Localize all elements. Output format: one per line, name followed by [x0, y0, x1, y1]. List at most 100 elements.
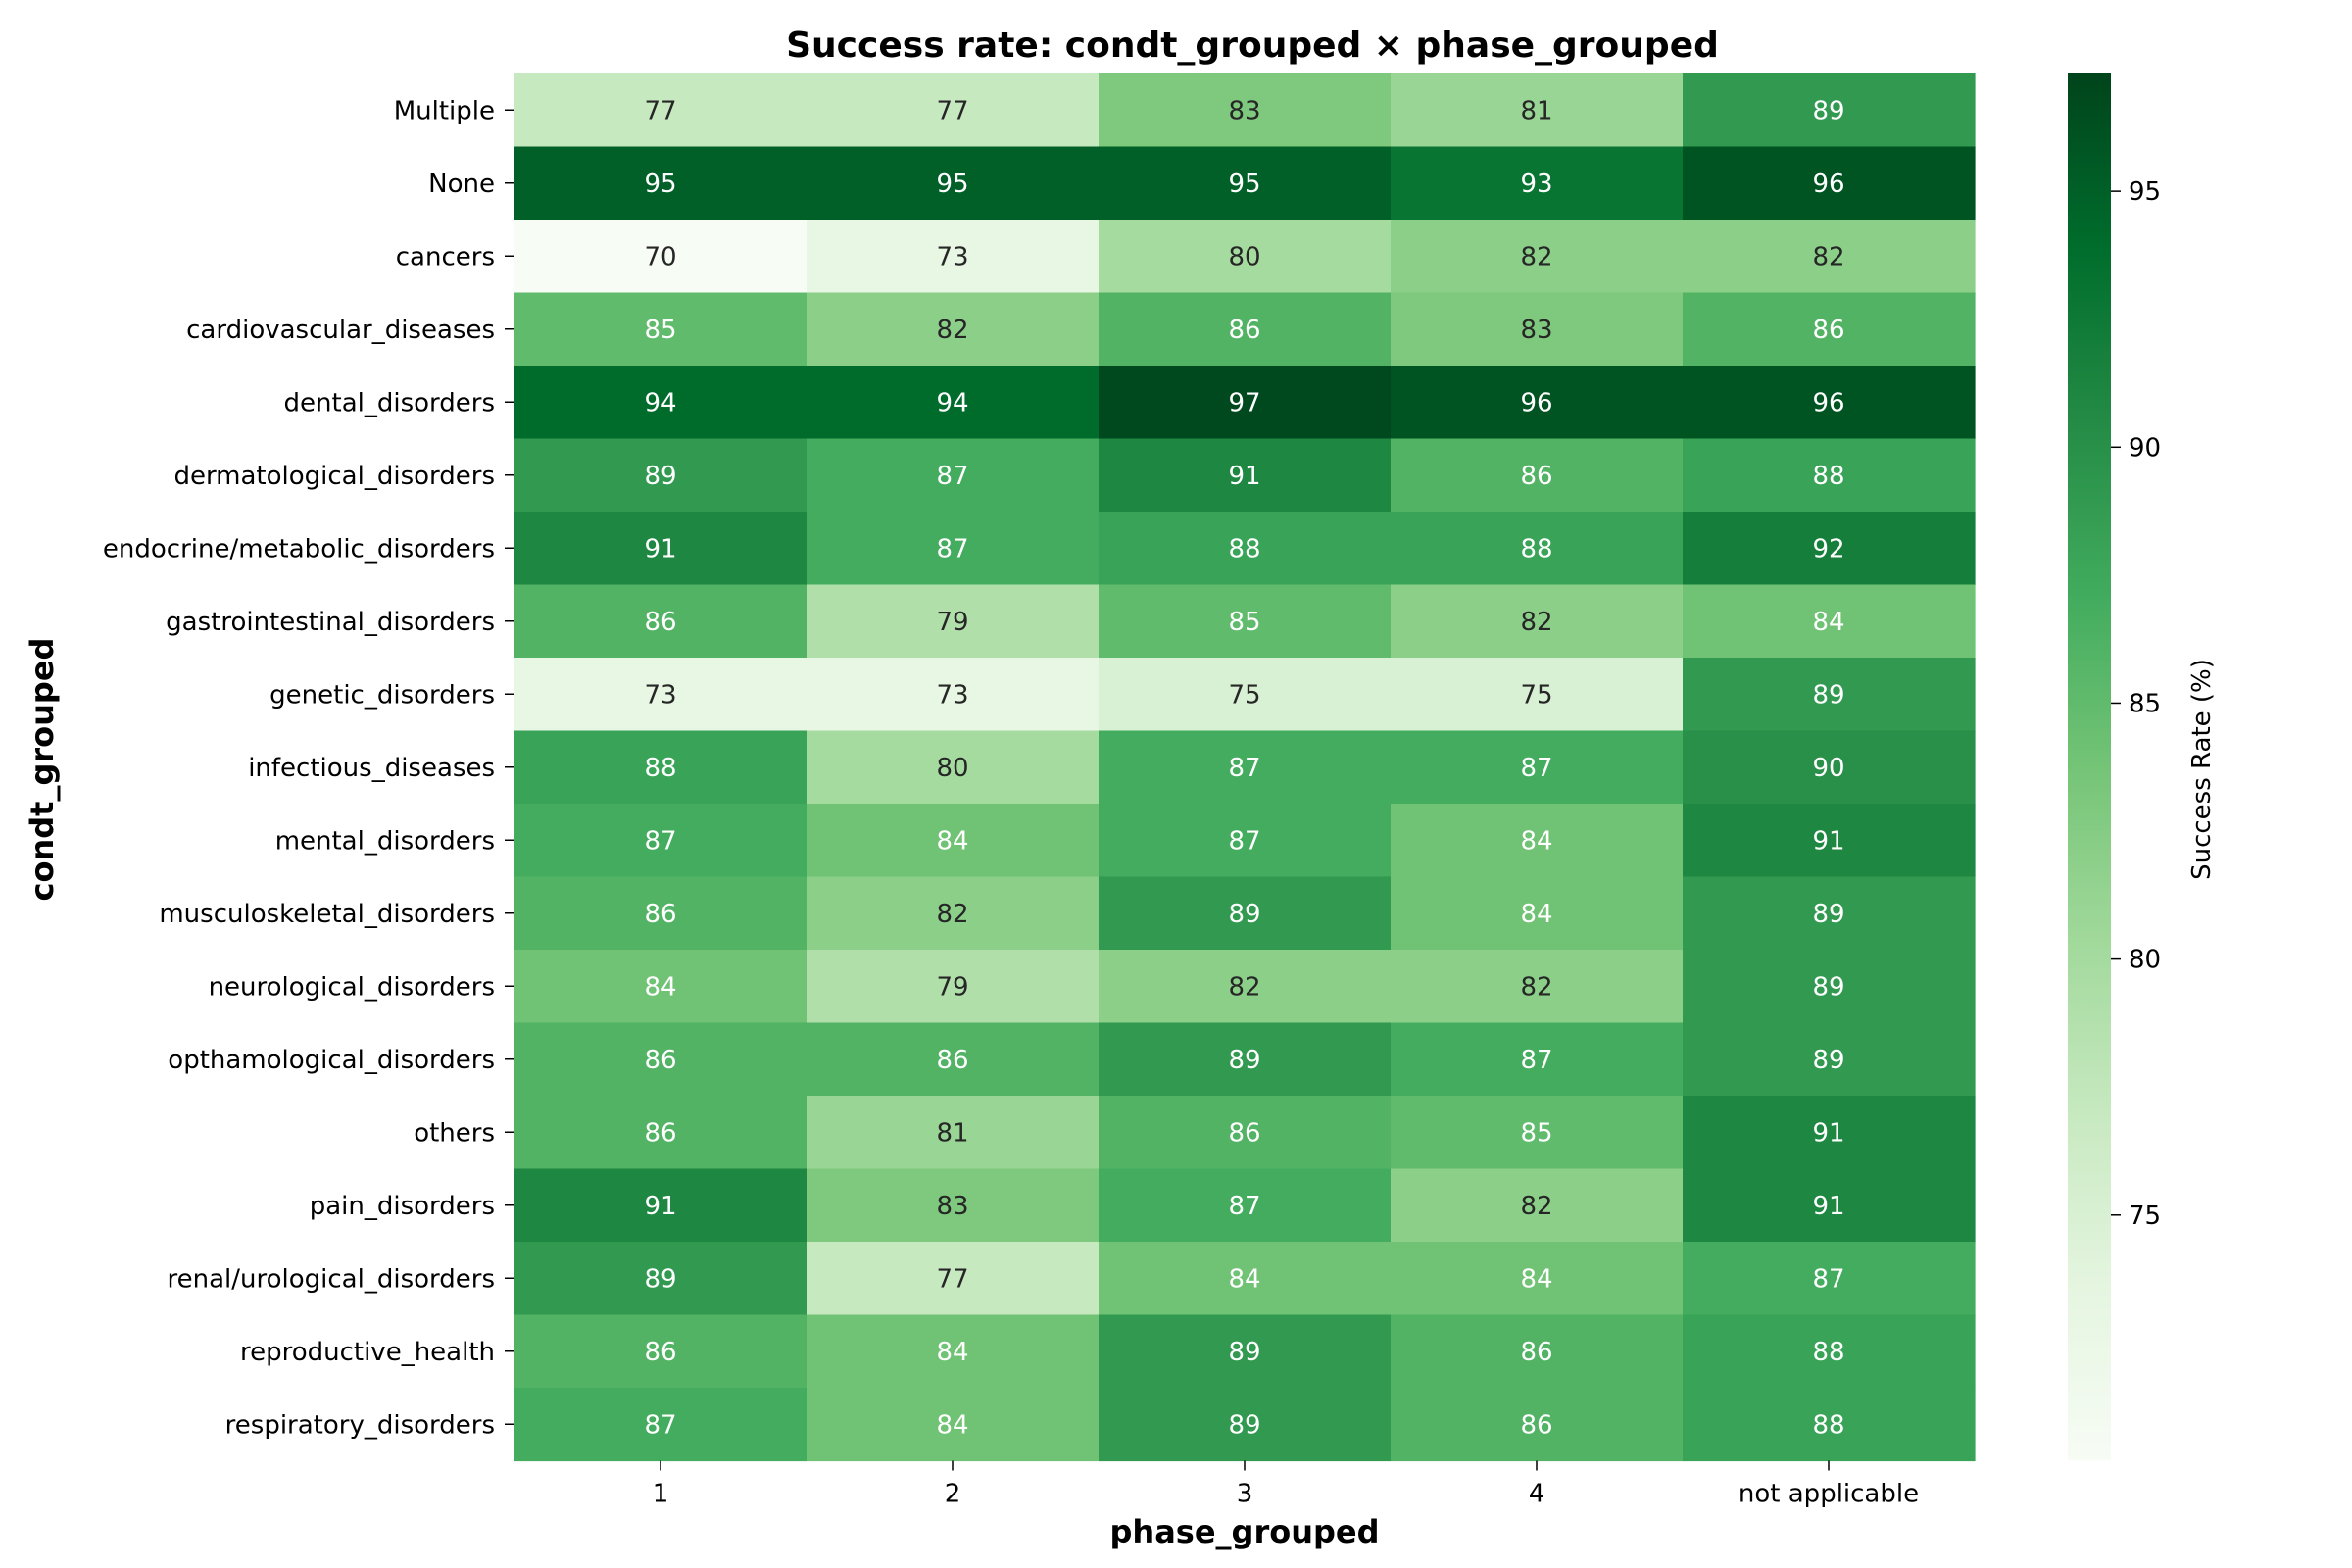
cell-value-label: 73 [936, 680, 968, 710]
heatmap-cell [807, 1096, 1100, 1170]
cell-value-label: 86 [644, 608, 676, 637]
heatmap-cell [1099, 658, 1392, 732]
cell-value-label: 89 [1228, 1410, 1260, 1440]
x-tick-label: 1 [653, 1480, 669, 1509]
y-tick-label: opthamological_disorders [168, 1046, 495, 1075]
heatmap-cell [807, 1314, 1100, 1389]
x-tick-label: 3 [1237, 1480, 1253, 1509]
heatmap-cell [807, 146, 1100, 220]
colorbar-tick-label: 80 [2129, 946, 2161, 975]
colorbar: 75 80 85 90 95 [2068, 74, 2161, 1461]
heatmap-cell [514, 1168, 808, 1243]
heatmap-cell [1099, 1314, 1392, 1389]
colorbar-tick-label: 90 [2129, 433, 2161, 463]
y-tick-label: mental_disorders [275, 826, 495, 856]
cell-value-label: 88 [1812, 1338, 1844, 1367]
cell-value-label: 82 [1520, 972, 1552, 1002]
heatmap-cell [1099, 1242, 1392, 1316]
heatmap-cell [807, 292, 1100, 367]
heatmap-cell [807, 1168, 1100, 1243]
heatmap-cell [1391, 512, 1684, 586]
cell-value-label: 95 [936, 170, 968, 199]
cell-value-label: 86 [1520, 1338, 1552, 1367]
x-axis-label: phase_grouped [1110, 1513, 1380, 1550]
heatmap-cell [807, 1242, 1100, 1316]
cell-value-label: 88 [1520, 534, 1552, 564]
heatmap-cell [1683, 438, 1976, 513]
y-tick-label: endocrine/metabolic_disorders [103, 534, 495, 564]
cell-value-label: 94 [644, 388, 676, 417]
heatmap-cell [1391, 1242, 1684, 1316]
y-tick-labels: Multiple None cancers cardiovascular_diseas… [103, 96, 514, 1440]
y-tick-label: musculoskeletal_disorders [159, 900, 495, 929]
cell-value-label: 87 [936, 534, 968, 564]
heatmap-cell [1391, 146, 1684, 220]
cell-value-label: 81 [936, 1118, 968, 1148]
cell-value-label: 83 [936, 1192, 968, 1221]
heatmap-cell [1391, 658, 1684, 732]
heatmap-cell [1683, 950, 1976, 1024]
cell-value-label: 84 [1812, 608, 1844, 637]
y-tick-label: gastrointestinal_disorders [166, 608, 495, 637]
x-tick-label: 2 [945, 1480, 961, 1509]
cell-value-label: 93 [1520, 170, 1552, 199]
heatmap-cell [807, 1388, 1100, 1462]
y-tick-label: neurological_disorders [209, 972, 495, 1002]
heatmap-cell [1391, 366, 1684, 440]
cell-value-label: 73 [644, 680, 676, 710]
heatmap-cell [1683, 146, 1976, 220]
heatmap-cell [1683, 1242, 1976, 1316]
heatmap-cell [1683, 1022, 1976, 1097]
cell-value-label: 88 [644, 754, 676, 783]
chart-title: Success rate: condt_grouped × phase_grou… [786, 25, 1719, 66]
cell-value-label: 82 [1520, 242, 1552, 271]
heatmap-cell [1683, 512, 1976, 586]
cell-value-label: 87 [644, 1410, 676, 1440]
y-tick-label: renal/urological_disorders [168, 1264, 495, 1294]
y-tick-label: cardiovascular_diseases [186, 316, 495, 345]
cell-value-label: 91 [1228, 462, 1260, 491]
cell-value-label: 96 [1812, 170, 1844, 199]
cell-value-label: 86 [1228, 316, 1260, 345]
cell-value-label: 77 [936, 96, 968, 125]
heatmap-cell [1391, 584, 1684, 659]
cell-value-label: 86 [1520, 462, 1552, 491]
cell-value-label: 82 [1812, 242, 1844, 271]
cell-value-label: 89 [1812, 1046, 1844, 1075]
heatmap-cell [1099, 512, 1392, 586]
heatmap-cell [1099, 74, 1392, 148]
heatmap-cell [1391, 292, 1684, 367]
heatmap-cell [1391, 1096, 1684, 1170]
heatmap-cell [1683, 584, 1976, 659]
y-tick-label: Multiple [394, 96, 495, 125]
heatmap-cell [1099, 804, 1392, 878]
cell-value-label: 89 [1228, 1046, 1260, 1075]
cell-value-label: 91 [644, 1192, 676, 1221]
cell-value-label: 83 [1228, 96, 1260, 125]
colorbar-tick-label: 75 [2129, 1201, 2161, 1231]
cell-value-label: 80 [1228, 242, 1260, 271]
colorbar-tick-label: 95 [2129, 177, 2161, 207]
cell-value-label: 87 [1520, 1046, 1552, 1075]
y-tick-label: reproductive_health [240, 1338, 495, 1367]
heatmap-cell [1391, 876, 1684, 951]
y-tick-label: genetic_disorders [270, 680, 495, 710]
heatmap-cell [1099, 1022, 1392, 1097]
heatmap-cell [1683, 730, 1976, 805]
heatmap-cell [1683, 74, 1976, 148]
heatmap-cell [1099, 366, 1392, 440]
heatmap-cell [1099, 730, 1392, 805]
heatmap-cell [514, 584, 808, 659]
cell-value-label: 89 [1812, 96, 1844, 125]
heatmap-cell [807, 74, 1100, 148]
cell-value-label: 88 [1228, 534, 1260, 564]
heatmap-cell [1391, 1388, 1684, 1462]
heatmap-cell [1683, 1096, 1976, 1170]
cell-value-label: 89 [644, 1264, 676, 1294]
y-axis-label: condt_grouped [24, 638, 61, 902]
heatmap-cell [514, 1096, 808, 1170]
cell-value-label: 89 [644, 462, 676, 491]
heatmap-cell [514, 74, 808, 148]
colorbar-label: Success Rate (%) [2187, 659, 2217, 880]
cell-value-label: 81 [1520, 96, 1552, 125]
